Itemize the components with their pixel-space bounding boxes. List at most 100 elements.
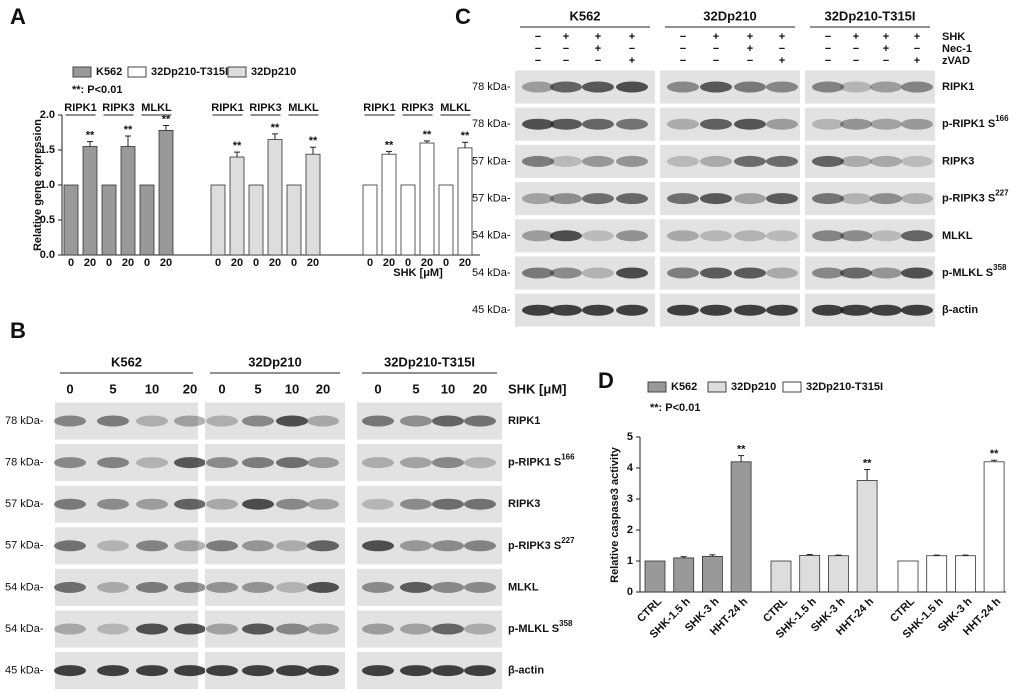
treatment-mark: −: [853, 43, 859, 55]
blot-band: [464, 457, 496, 469]
bar: [362, 184, 378, 256]
y-tick-label: 0.5: [40, 214, 55, 226]
blot-band: [766, 267, 798, 279]
treatment-mark: −: [535, 55, 541, 67]
blot-band: [276, 415, 308, 427]
treatment-mark: +: [595, 43, 601, 55]
blot-strip: [357, 610, 502, 648]
protein-name: RIPK1: [508, 415, 540, 427]
significance: **: [737, 444, 746, 456]
blot-band: [550, 193, 582, 205]
treatment-mark: +: [914, 55, 920, 67]
blot-band: [550, 267, 582, 279]
bar: [897, 560, 919, 593]
protein-name: p-MLKL S: [508, 623, 559, 635]
y-tick-label: 0.0: [40, 249, 55, 261]
treatment-mark: −: [535, 31, 541, 43]
blot-band: [734, 267, 766, 279]
blot-band: [734, 304, 766, 316]
blot-band: [464, 498, 496, 510]
kda-label: 78 kDa-: [5, 415, 44, 427]
blot-band: [812, 193, 844, 205]
bar: [799, 555, 821, 593]
treatment-mark: −: [883, 55, 889, 67]
significance: **: [385, 139, 394, 151]
bar: [644, 560, 666, 593]
treatment-mark: −: [680, 31, 686, 43]
blot-band: [97, 498, 129, 510]
panel-letter: D: [598, 368, 614, 393]
treatment-mark: −: [680, 55, 686, 67]
blot-band: [812, 267, 844, 279]
treatment-mark: +: [595, 31, 601, 43]
gene-label: MLKL: [141, 102, 172, 114]
blot-strip: [205, 610, 345, 648]
blot-band: [54, 623, 86, 635]
blot-band: [206, 665, 238, 677]
blot-band: [616, 267, 648, 279]
kda-label: 54 kDa-: [472, 267, 511, 279]
blot-band: [464, 581, 496, 593]
lane-label: 20: [473, 381, 487, 396]
protein-label: RIPK1: [942, 81, 974, 93]
blot-band: [432, 415, 464, 427]
y-tick-label: 0: [627, 586, 633, 598]
protein-name: p-RIPK3 S: [508, 540, 561, 552]
kda-label: 57 kDa-: [5, 540, 44, 552]
treatment-mark: −: [713, 43, 719, 55]
blot-band: [432, 581, 464, 593]
blot-band: [582, 118, 614, 130]
bar: [400, 184, 416, 256]
lane-label: 10: [285, 381, 299, 396]
blot-band: [362, 540, 394, 552]
gene-label: MLKL: [440, 102, 471, 114]
blot-band: [464, 665, 496, 677]
treatment-mark: −: [747, 55, 753, 67]
blot-band: [766, 230, 798, 242]
bar: [82, 146, 98, 256]
significance: **: [86, 130, 95, 142]
blot-band: [174, 415, 206, 427]
blot-band: [522, 81, 554, 93]
protein-name: RIPK3: [508, 498, 540, 510]
protein-name: p-RIPK1 S: [508, 457, 561, 469]
blot-band: [242, 498, 274, 510]
x-tick-label: 20: [421, 257, 433, 269]
gene-label: MLKL: [288, 102, 319, 114]
blot-band: [870, 155, 902, 167]
blot-band: [276, 540, 308, 552]
blot-strip: [515, 219, 655, 253]
blot-band: [174, 623, 206, 635]
gene-label: RIPK1: [211, 102, 243, 114]
treatment-mark: −: [825, 31, 831, 43]
kda-label: 45 kDa-: [5, 665, 44, 677]
blot-band: [840, 267, 872, 279]
y-tick-label: 4: [627, 462, 634, 474]
blot-band: [550, 304, 582, 316]
kda-label: 54 kDa-: [5, 581, 44, 593]
x-tick-label: 0: [106, 257, 112, 269]
lane-label: 0: [374, 381, 381, 396]
treatment-mark: +: [747, 43, 753, 55]
significance: **: [990, 448, 999, 460]
x-axis-label: SHK [μM]: [393, 267, 443, 279]
gene-label: RIPK3: [401, 102, 433, 114]
y-axis-label: Relative caspase3 activity: [609, 446, 621, 583]
treatment-mark: −: [914, 43, 920, 55]
blot-band: [766, 193, 798, 205]
blot-band: [54, 457, 86, 469]
blot-band: [307, 623, 339, 635]
blot-band: [307, 498, 339, 510]
blot-band: [307, 540, 339, 552]
blot-strip: [205, 444, 345, 482]
y-axis-label: Relative gene expression: [32, 119, 44, 251]
treatment-mark: +: [914, 31, 920, 43]
x-tick-label: 20: [307, 257, 319, 269]
blot-band: [522, 118, 554, 130]
kda-label: 54 kDa-: [5, 623, 44, 635]
blot-band: [667, 81, 699, 93]
blot-band: [174, 665, 206, 677]
x-tick-label: 0: [68, 257, 74, 269]
protein-name: MLKL: [942, 230, 973, 242]
x-tick-label: 20: [269, 257, 281, 269]
